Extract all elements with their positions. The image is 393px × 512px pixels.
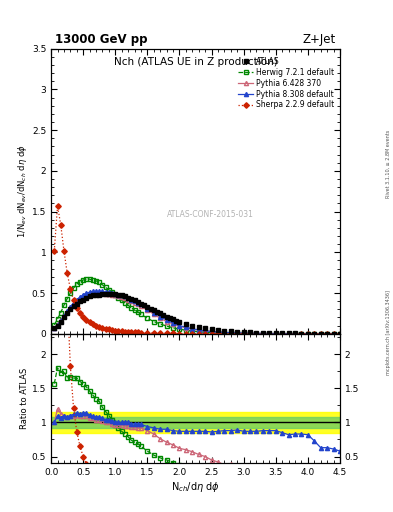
ATLAS [52,325,57,331]
ATLAS [161,312,166,318]
Pythia 8.308 default [52,325,57,331]
Sherpa 2.2.9 default [241,331,246,337]
Pythia 8.308 default [81,292,86,298]
Herwig 7.2.1 default [71,285,76,291]
Sherpa 2.2.9 default [62,248,66,254]
Herwig 7.2.1 default [84,276,89,282]
Pythia 8.308 default [59,317,63,324]
Sherpa 2.2.9 default [52,248,57,254]
Line: Sherpa 2.2.9 default: Sherpa 2.2.9 default [52,204,342,336]
Pythia 8.308 default [103,289,108,295]
Pythia 6.428 370 [293,331,298,337]
Pythia 8.308 default [241,330,246,336]
Line: Herwig 7.2.1 default: Herwig 7.2.1 default [52,277,342,336]
Line: ATLAS: ATLAS [52,292,342,336]
Pythia 8.308 default [164,317,169,323]
ATLAS [286,330,291,336]
Herwig 7.2.1 default [81,277,86,283]
Sherpa 2.2.9 default [338,331,342,337]
Sherpa 2.2.9 default [164,330,169,336]
Pythia 6.428 370 [90,290,95,296]
Pythia 8.308 default [71,300,76,306]
Line: Pythia 6.428 370: Pythia 6.428 370 [52,291,336,336]
Pythia 6.428 370 [184,325,188,331]
ATLAS [338,331,342,337]
Text: mcplots.cern.ch [arXiv:1306.3436]: mcplots.cern.ch [arXiv:1306.3436] [386,290,391,375]
ATLAS [116,292,121,298]
Y-axis label: 1/N$_{ev}$ dN$_{ev}$/dN$_{ch}$ d$\eta$ d$\phi$: 1/N$_{ev}$ dN$_{ev}$/dN$_{ch}$ d$\eta$ d… [16,144,29,238]
ATLAS [142,302,147,308]
ATLAS [100,291,105,297]
Line: Pythia 8.308 default: Pythia 8.308 default [52,289,342,336]
Text: Nch (ATLAS UE in Z production): Nch (ATLAS UE in Z production) [114,57,277,67]
Pythia 8.308 default [338,331,342,337]
Herwig 7.2.1 default [241,330,246,336]
Herwig 7.2.1 default [103,284,108,290]
ATLAS [103,291,108,297]
Pythia 6.428 370 [113,292,118,298]
Pythia 6.428 370 [171,321,175,327]
Text: 13000 GeV pp: 13000 GeV pp [55,33,147,46]
Pythia 6.428 370 [65,308,70,314]
ATLAS [318,331,323,337]
Pythia 6.428 370 [132,300,137,306]
Text: ATLAS-CONF-2015-031: ATLAS-CONF-2015-031 [167,209,253,219]
Sherpa 2.2.9 default [84,317,89,323]
Pythia 8.308 default [90,288,95,294]
Legend: ATLAS, Herwig 7.2.1 default, Pythia 6.428 370, Pythia 8.308 default, Sherpa 2.2.: ATLAS, Herwig 7.2.1 default, Pythia 6.42… [237,55,336,111]
Pythia 6.428 370 [331,331,336,337]
Pythia 6.428 370 [52,325,57,331]
X-axis label: N$_{ch}$/d$\eta$ d$\phi$: N$_{ch}$/d$\eta$ d$\phi$ [171,480,220,494]
Y-axis label: Ratio to ATLAS: Ratio to ATLAS [20,368,29,429]
Sherpa 2.2.9 default [55,203,60,209]
Sherpa 2.2.9 default [103,326,108,332]
Herwig 7.2.1 default [338,331,342,337]
Herwig 7.2.1 default [52,322,57,328]
ATLAS [331,331,336,337]
Text: Z+Jet: Z+Jet [303,33,336,46]
Text: Rivet 3.1.10, ≥ 2.8M events: Rivet 3.1.10, ≥ 2.8M events [386,130,391,198]
Herwig 7.2.1 default [59,310,63,316]
Sherpa 2.2.9 default [74,305,79,311]
Herwig 7.2.1 default [164,323,169,329]
